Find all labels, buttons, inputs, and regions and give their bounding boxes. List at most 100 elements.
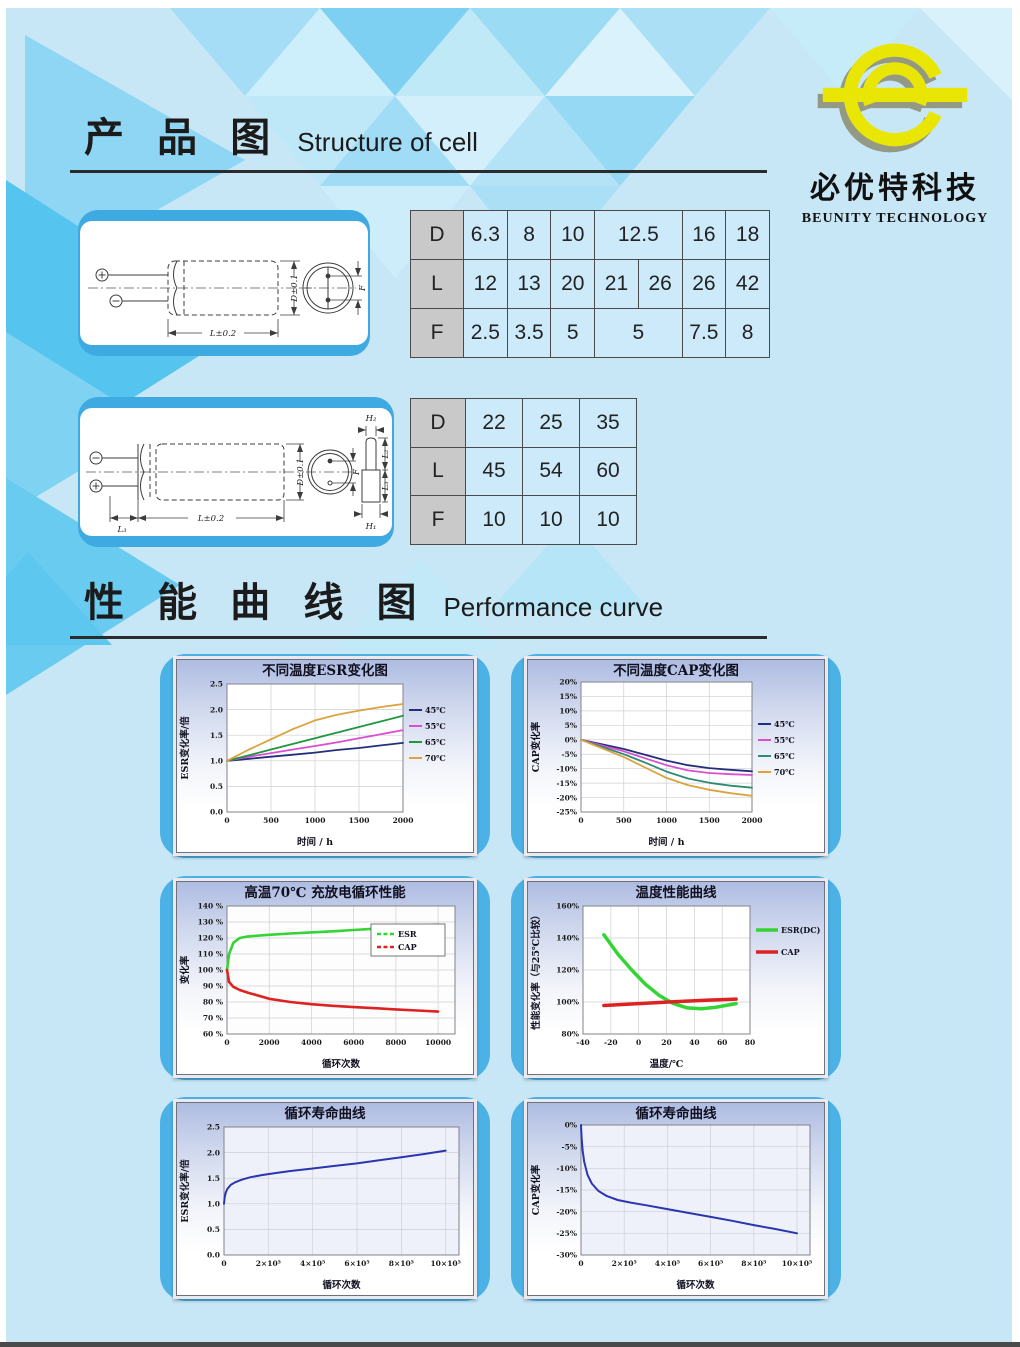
svg-text:65℃: 65℃	[425, 737, 446, 747]
svg-text:40: 40	[689, 1038, 699, 1047]
svg-text:0: 0	[636, 1038, 641, 1047]
diagram-card-snapin: L₃ L±0.2 D±0.1 F	[78, 397, 394, 547]
page-bottom-rule	[0, 1342, 1020, 1347]
svg-text:ESR: ESR	[398, 929, 417, 939]
svg-text:-25%: -25%	[556, 808, 577, 817]
section-title-cn: 产 品 图	[84, 116, 282, 160]
svg-text:温度性能曲线: 温度性能曲线	[636, 884, 717, 901]
svg-text:20: 20	[661, 1038, 671, 1047]
svg-text:-5%: -5%	[562, 750, 577, 759]
dim-label-length: L±0.2	[197, 514, 224, 524]
negative-terminal-icon	[109, 294, 123, 308]
svg-text:2×10⁵: 2×10⁵	[612, 1259, 637, 1268]
svg-text:55℃: 55℃	[774, 735, 795, 745]
brand-name-cn: 必优特科技	[810, 172, 980, 205]
svg-text:70℃: 70℃	[425, 753, 446, 763]
table-cell: 10	[579, 495, 637, 545]
svg-text:4×10⁵: 4×10⁵	[300, 1259, 325, 1268]
table-cell: 35	[579, 398, 637, 448]
table-cell: 45	[465, 446, 523, 497]
section-title-cn: 性 能 曲 线 图	[84, 581, 428, 625]
svg-text:4000: 4000	[301, 1038, 322, 1047]
svg-text:0: 0	[221, 1259, 226, 1268]
svg-text:循环次数: 循环次数	[322, 1279, 361, 1291]
dimension-table-snapin: D 22 25 35 L 45 54 60 F 10 10 10	[410, 398, 637, 545]
svg-text:2000: 2000	[393, 816, 414, 825]
svg-text:时间 / h: 时间 / h	[297, 836, 333, 848]
svg-text:CAP: CAP	[398, 942, 417, 952]
svg-text:100 %: 100 %	[198, 966, 223, 975]
table-cell: 20	[550, 259, 596, 309]
dim-label-l3: L₃	[116, 525, 127, 535]
svg-text:循环寿命曲线: 循环寿命曲线	[636, 1105, 717, 1122]
svg-text:CAP变化率: CAP变化率	[530, 721, 542, 772]
chart-card-cycle-life-cap: 0% -5% -10% -15% -20% -25% -30% 0 2×10⁵ 4×10⁵ 6×10…	[511, 1097, 841, 1301]
svg-text:-10%: -10%	[556, 764, 577, 773]
table-row-header: D	[410, 210, 464, 260]
dim-label-l2: L₂	[381, 449, 391, 460]
svg-text:60: 60	[717, 1038, 727, 1047]
svg-text:1500: 1500	[699, 816, 720, 825]
svg-text:0.0: 0.0	[210, 808, 223, 817]
svg-text:CAP: CAP	[781, 947, 800, 957]
svg-text:45℃: 45℃	[425, 705, 446, 715]
section-title-performance: 性 能 曲 线 图 Performance curve	[84, 583, 663, 623]
svg-text:变化率: 变化率	[179, 955, 191, 984]
radial-capacitor-drawing: L±0.2 D±0.1 F	[88, 260, 368, 339]
svg-text:6000: 6000	[343, 1038, 364, 1047]
svg-text:55℃: 55℃	[425, 721, 446, 731]
svg-text:65℃: 65℃	[774, 751, 795, 761]
table-cell: 8	[506, 210, 552, 260]
svg-text:80%: 80%	[561, 1030, 579, 1039]
table-cell: 21	[594, 259, 639, 309]
chart-esr-vs-time: 2.5 2.0 1.5 1.0 0.5 0.00 500 1000 1500 2000 不同温度ES…	[179, 662, 446, 848]
brand-name-en: BEUNITY TECHNOLOGY	[801, 211, 989, 226]
chart-card-cycle-life-esr: 2.5 2.0 1.5 1.0 0.5 0.0 0 2×10⁵ 4×10⁵ 6×10⁵ 8×10⁵ 1…	[160, 1097, 490, 1301]
dim-label-pitch: F	[352, 468, 362, 476]
svg-text:0: 0	[578, 816, 583, 825]
svg-text:1.0: 1.0	[207, 1200, 220, 1209]
svg-text:-15%: -15%	[556, 779, 577, 788]
svg-text:-30%: -30%	[556, 1251, 577, 1260]
negative-terminal-icon	[89, 451, 103, 465]
svg-text:不同温度ESR变化图: 不同温度ESR变化图	[262, 662, 388, 679]
svg-text:-20%: -20%	[556, 793, 577, 802]
table-cell: 12	[463, 259, 508, 309]
svg-text:1.5: 1.5	[207, 1174, 220, 1183]
table-cell: 10	[522, 495, 580, 545]
dim-label-length: L±0.2	[209, 329, 236, 339]
chart-cap-vs-time: 20% 15% 10% 5% 0% -5% -10% -15% -20% -25%0 500 1000…	[530, 662, 795, 848]
svg-text:1.0: 1.0	[210, 757, 223, 766]
svg-text:4×10⁵: 4×10⁵	[655, 1259, 680, 1268]
dim-label-h2: H₂	[365, 414, 377, 424]
chart-card-temperature-performance: 160% 140% 120% 100% 80% -40 -20 0 20 40 60 80 温度性能曲线…	[511, 876, 841, 1080]
svg-text:2.5: 2.5	[207, 1123, 220, 1132]
chart-temperature-performance: 160% 140% 120% 100% 80%-40 -20 0 20 40 60 80 温度性能曲线…	[530, 884, 821, 1070]
svg-text:80 %: 80 %	[203, 998, 223, 1007]
svg-text:0%: 0%	[565, 735, 577, 744]
svg-text:120%: 120%	[556, 966, 579, 975]
svg-text:1000: 1000	[305, 816, 326, 825]
svg-text:2000: 2000	[259, 1038, 280, 1047]
svg-text:140 %: 140 %	[198, 902, 223, 911]
svg-text:60 %: 60 %	[203, 1030, 223, 1039]
svg-text:45℃: 45℃	[774, 719, 795, 729]
svg-text:0: 0	[224, 1038, 229, 1047]
svg-text:0: 0	[578, 1259, 583, 1268]
section-title-en: Performance curve	[443, 592, 664, 623]
section-title-en: Structure of cell	[297, 127, 478, 158]
svg-text:-20: -20	[604, 1038, 618, 1047]
background-pattern	[6, 8, 1012, 695]
positive-terminal-icon	[89, 479, 103, 493]
svg-text:循环寿命曲线: 循环寿命曲线	[285, 1105, 366, 1122]
table-cell: 7.5	[681, 308, 727, 358]
svg-text:0%: 0%	[565, 1121, 577, 1130]
svg-text:130 %: 130 %	[198, 918, 223, 927]
table-cell: 26	[637, 259, 683, 309]
diagram-radial-canvas: L±0.2 D±0.1 F	[80, 221, 368, 345]
table-cell: 60	[579, 446, 637, 497]
svg-text:时间 / h: 时间 / h	[649, 836, 685, 848]
svg-text:-10%: -10%	[556, 1164, 577, 1173]
svg-text:2.0: 2.0	[207, 1148, 220, 1157]
table-cell: 10	[465, 495, 523, 545]
